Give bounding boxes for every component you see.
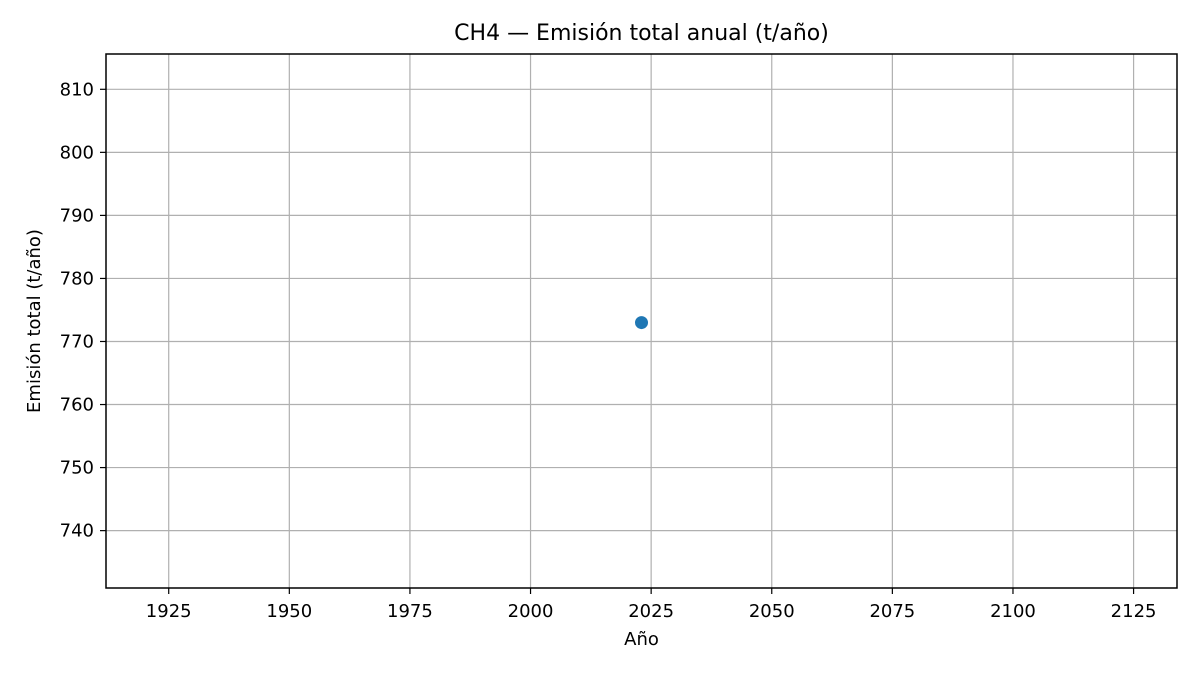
x-ticks: 1925 1950 1975 2000 2025 2050 2075 2100 2125 <box>146 588 1157 622</box>
y-tick-label: 810 <box>60 79 94 100</box>
x-tick-label: 2025 <box>628 601 674 622</box>
y-tick-label: 760 <box>60 395 94 416</box>
y-tick-label: 770 <box>60 331 94 352</box>
x-tick-label: 2050 <box>749 601 795 622</box>
x-tick-label: 2100 <box>990 601 1036 622</box>
chart-title: CH4 — Emisión total anual (t/año) <box>454 21 829 46</box>
y-axis-label: Emisión total (t/año) <box>24 229 45 413</box>
x-axis-label: Año <box>624 629 659 650</box>
x-tick-label: 1975 <box>387 601 433 622</box>
y-tick-label: 780 <box>60 268 94 289</box>
x-tick-label: 2125 <box>1111 601 1157 622</box>
grid <box>106 54 1177 588</box>
y-ticks: 740 750 760 770 780 790 800 810 <box>60 79 106 542</box>
data-point <box>635 316 648 330</box>
y-tick-label: 740 <box>60 521 94 542</box>
x-tick-label: 2000 <box>508 601 554 622</box>
y-tick-label: 800 <box>60 142 94 163</box>
data-points <box>635 316 648 330</box>
x-tick-label: 1950 <box>266 601 312 622</box>
y-tick-label: 750 <box>60 458 94 479</box>
x-tick-label: 2075 <box>869 601 915 622</box>
y-tick-label: 790 <box>60 205 94 226</box>
plot-area-frame <box>105 53 1178 589</box>
x-tick-label: 1925 <box>146 601 192 622</box>
